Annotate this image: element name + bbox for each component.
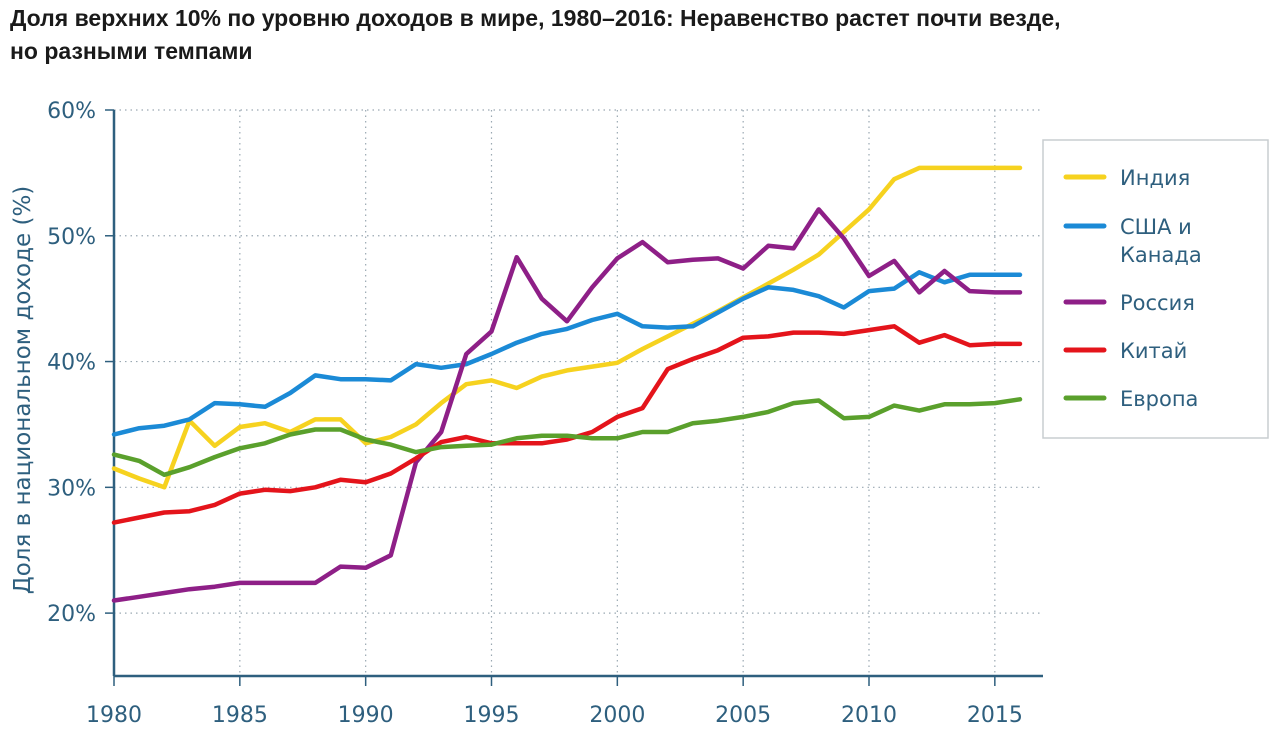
y-tick-label: 60% — [47, 99, 96, 124]
x-tick-labels: 1980 1985 1990 1995 2000 2005 2010 2015 — [86, 703, 1023, 728]
x-tick-label: 1980 — [86, 703, 142, 728]
legend-label-4: Китай — [1120, 339, 1187, 363]
x-tick-label: 2015 — [967, 703, 1023, 728]
legend-box — [1042, 139, 1269, 439]
chart-title-line-2: но разными темпами — [10, 38, 253, 64]
x-tick-label: 2010 — [841, 703, 897, 728]
y-tick-label: 50% — [47, 225, 96, 250]
y-axis-label: Доля в национальном доходе (%) — [10, 186, 36, 595]
y-tick-labels: 20% 30% 40% 50% 60% — [47, 99, 96, 627]
x-tick-label: 1995 — [464, 703, 520, 728]
legend-label-3: Россия — [1120, 291, 1195, 315]
x-tick-label: 2000 — [589, 703, 645, 728]
series-line-3 — [111, 207, 1023, 603]
y-tick-label: 20% — [47, 602, 96, 627]
y-tick-label: 40% — [47, 351, 96, 376]
chart-title: Доля верхних 10% по уровню доходов в мир… — [10, 2, 1270, 68]
x-tick-label: 1990 — [338, 703, 394, 728]
y-tick-label: 30% — [47, 476, 96, 501]
data-series — [111, 165, 1023, 603]
x-tick-label: 2005 — [715, 703, 771, 728]
legend-label-1: Индия — [1120, 166, 1190, 190]
series-line-5 — [111, 397, 1023, 478]
legend-label-2: США и Канада — [1120, 215, 1202, 267]
legend-label-5: Европа — [1120, 387, 1198, 411]
series-line-2 — [111, 270, 1023, 437]
chart-title-line-1: Доля верхних 10% по уровню доходов в мир… — [10, 5, 1061, 31]
gridlines — [114, 109, 1043, 676]
series-line-4 — [111, 324, 1023, 525]
axes — [105, 109, 1043, 686]
x-tick-label: 1985 — [212, 703, 268, 728]
legend: Индия США и Канада Россия Китай Европа — [1042, 139, 1269, 439]
series-line-1 — [111, 165, 1023, 490]
